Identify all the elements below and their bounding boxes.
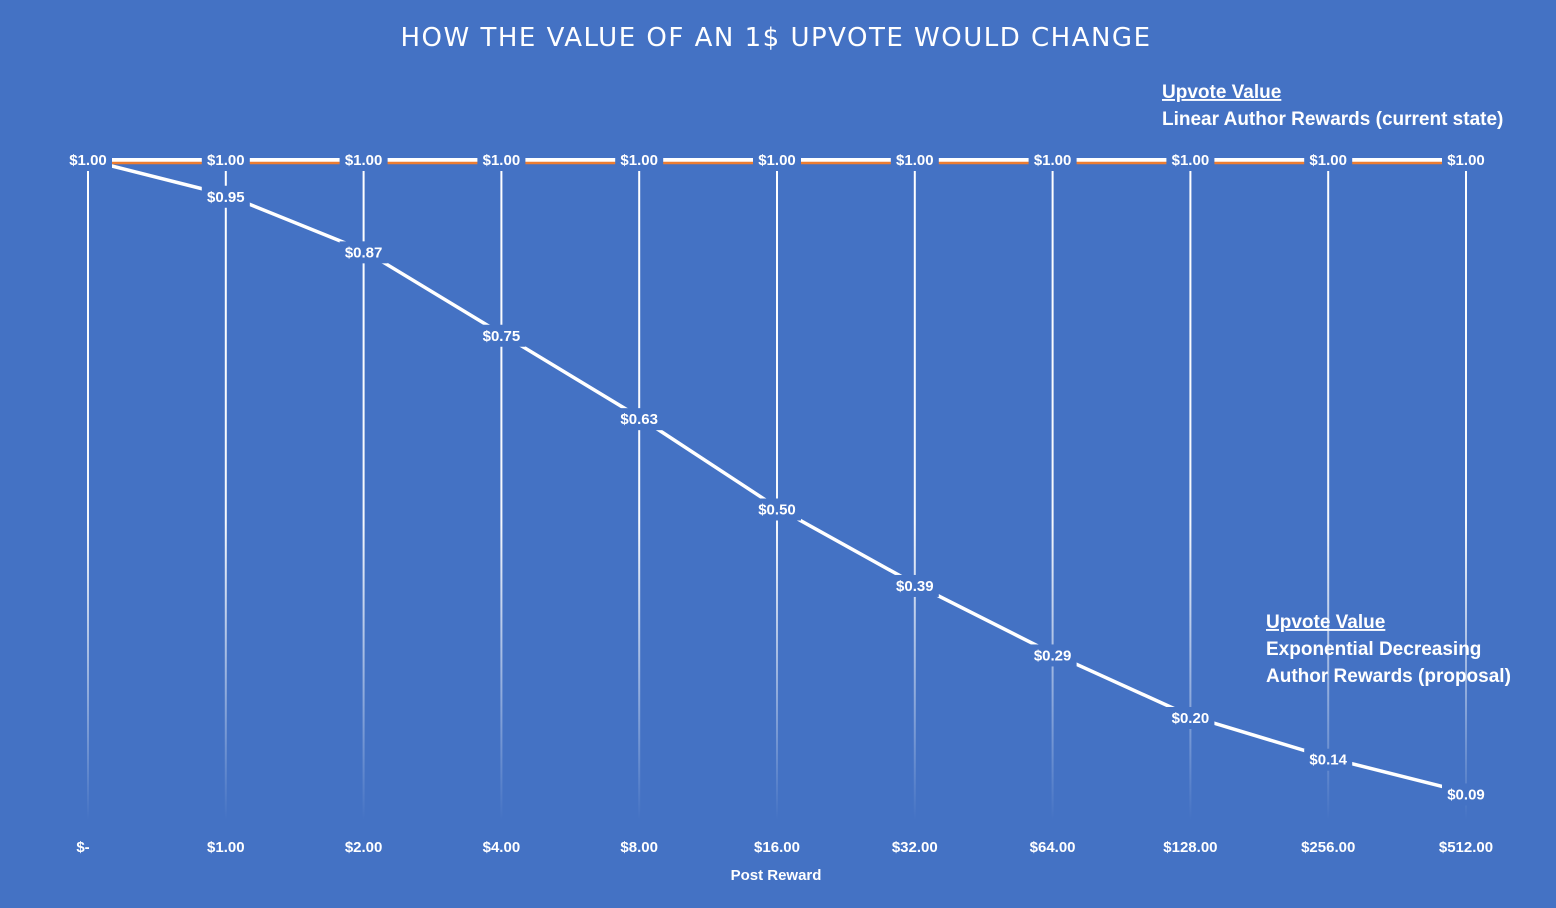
data-label-linear-3: $1.00 [483, 152, 521, 169]
data-label-linear-7: $1.00 [1034, 152, 1072, 169]
data-label-linear-1-bg [201, 149, 250, 171]
data-label-exponential-4: $0.63 [620, 411, 658, 428]
x-tick-label-3: $4.00 [483, 839, 521, 856]
data-label-exponential-10-bg [1442, 783, 1490, 806]
gridline-10 [1465, 160, 1467, 820]
gridline-2 [362, 160, 365, 820]
data-label-exponential-10: $0.09 [1447, 786, 1485, 803]
x-tick-label-9: $256.00 [1301, 839, 1355, 856]
legend-linear-line-1: Linear Author Rewards (current state) [1162, 109, 1503, 130]
data-label-exponential-5: $0.50 [758, 502, 796, 519]
gridline-4 [638, 160, 641, 820]
data-label-linear-4-bg [615, 149, 664, 171]
data-label-exponential-3: $0.75 [483, 328, 521, 345]
gridline-3 [500, 160, 503, 820]
data-label-linear-6-bg [890, 149, 939, 171]
data-label-linear-6: $1.00 [896, 152, 934, 169]
data-label-linear-5-bg [753, 149, 801, 171]
gridlines [87, 160, 1467, 820]
x-tick-label-7: $64.00 [1030, 839, 1076, 856]
x-tick-label-8: $128.00 [1163, 839, 1217, 856]
legend-linear-heading: Upvote Value [1162, 82, 1281, 103]
data-label-exponential-8: $0.20 [1172, 710, 1210, 727]
x-tick-label-0: $- [76, 839, 89, 856]
data-label-exponential-9-bg [1304, 748, 1353, 771]
legend-exponential-series: Upvote Value Exponential Decreasing Auth… [1266, 612, 1511, 687]
legend-exponential-line-2: Author Rewards (proposal) [1266, 666, 1511, 687]
data-labels: $1.00 $1.00 $1.00 $1.00 $1.00 $1.00 $1.00 $1.00… [64, 149, 1490, 806]
data-label-linear-4: $1.00 [620, 152, 658, 169]
data-label-exponential-4-bg [615, 408, 664, 431]
data-label-exponential-2-bg [339, 241, 388, 264]
gridline-6 [913, 160, 916, 820]
data-label-exponential-5-bg [753, 498, 801, 521]
legend-exponential-line-1: Exponential Decreasing [1266, 639, 1481, 660]
x-tick-label-2: $2.00 [345, 839, 383, 856]
data-label-exponential-9: $0.14 [1309, 752, 1347, 769]
data-label-linear-10-bg [1442, 149, 1490, 171]
x-axis-title: Post Reward [731, 867, 822, 884]
data-label-linear-2-bg [339, 149, 388, 171]
gridline-9 [1327, 160, 1330, 820]
data-label-linear-8: $1.00 [1172, 152, 1210, 169]
data-label-linear-1: $1.00 [207, 152, 245, 169]
data-label-exponential-8-bg [1166, 707, 1215, 729]
data-label-exponential-7-bg [1028, 644, 1077, 667]
data-label-linear-2: $1.00 [345, 152, 383, 169]
x-tick-label-6: $32.00 [892, 839, 938, 856]
data-label-exponential-2: $0.87 [345, 244, 383, 261]
data-label-linear-10: $1.00 [1447, 152, 1485, 169]
chart-title: HOW THE VALUE OF AN 1$ UPVOTE WOULD CHAN… [400, 23, 1151, 53]
x-tick-label-5: $16.00 [754, 839, 800, 856]
data-label-exponential-1-bg [201, 185, 250, 208]
gridline-1 [224, 160, 227, 820]
data-label-linear-5: $1.00 [758, 152, 796, 169]
gridline-5 [776, 160, 778, 820]
x-tick-label-10: $512.00 [1439, 839, 1493, 856]
x-tick-label-1: $1.00 [207, 839, 245, 856]
legend-linear-series: Upvote Value Linear Author Rewards (curr… [1162, 82, 1503, 130]
data-label-exponential-6: $0.39 [896, 578, 934, 595]
x-axis: $- $1.00 $2.00 $4.00 $8.00 $16.00 $32.00 $64.00… [76, 839, 1493, 856]
x-tick-label-4: $8.00 [620, 839, 658, 856]
gridline-8 [1189, 160, 1192, 820]
data-label-exponential-6-bg [890, 574, 939, 597]
data-label-linear-0: $1.00 [69, 152, 107, 169]
legend-exponential-heading: Upvote Value [1266, 612, 1385, 633]
data-label-linear-0-bg [64, 149, 112, 171]
data-label-linear-3-bg [477, 149, 526, 171]
data-label-exponential-7: $0.29 [1034, 647, 1072, 664]
data-label-linear-9: $1.00 [1309, 152, 1347, 169]
gridline-7 [1051, 160, 1054, 820]
gridline-0 [87, 160, 89, 820]
data-label-linear-8-bg [1166, 149, 1215, 171]
data-label-exponential-3-bg [477, 324, 526, 347]
data-label-linear-9-bg [1304, 149, 1353, 171]
data-label-exponential-1: $0.95 [207, 189, 245, 206]
data-label-linear-7-bg [1028, 149, 1077, 171]
